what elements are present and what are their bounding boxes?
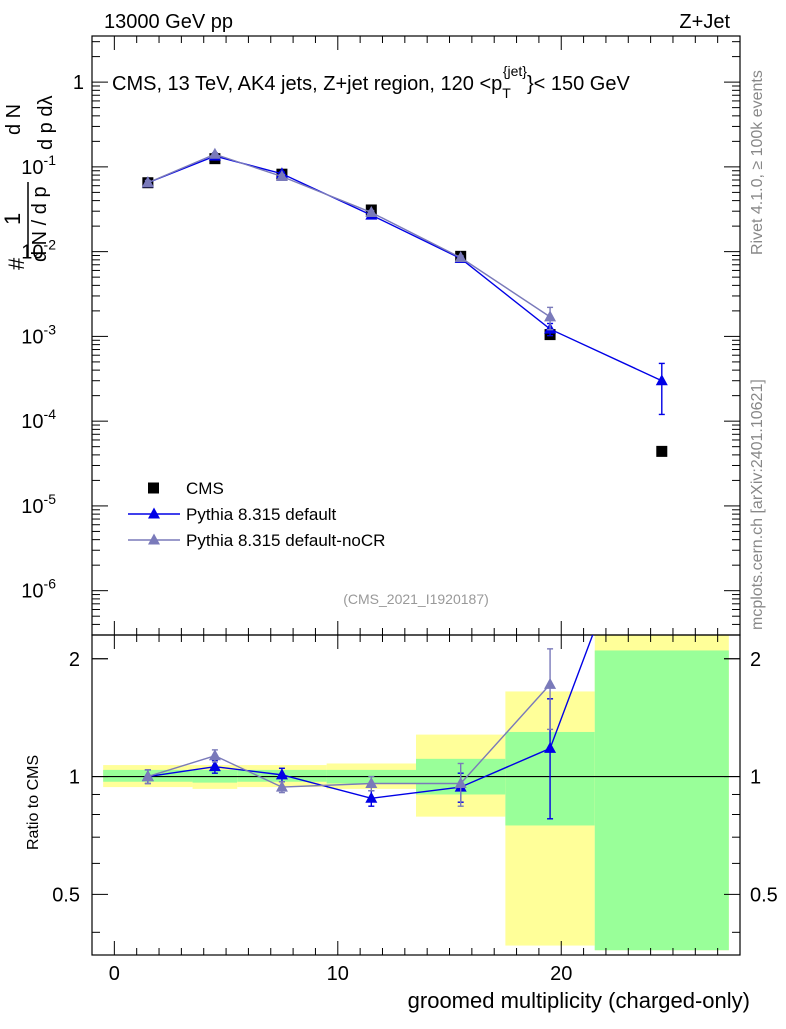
legend-label: CMS [186,479,224,498]
y-tick-label-ratio-right: 2 [750,649,761,671]
rivet-version-label: Rivet 4.1.0, ≥ 100k events [749,70,766,255]
y-tick-label-main: 10-5 [21,491,56,518]
y-tick-label-ratio-right: 0.5 [750,884,778,906]
band-inner [595,650,729,950]
series-line-main [148,154,550,317]
legend-marker-cms [148,483,159,494]
y-tick-label-main: 10-4 [21,406,56,433]
y-tick-label-ratio-left: 2 [69,649,80,671]
x-axis-label: groomed multiplicity (charged-only) [408,988,750,1013]
series-point-main [544,310,556,321]
title-before: CMS, 13 TeV, AK4 jets, Z+jet region, 120… [112,73,502,95]
x-tick-label: 10 [327,963,349,985]
legend-label: Pythia 8.315 default-noCR [186,531,385,550]
ylabel-dpt-dlambda: d p dλ [35,96,57,150]
y-tick-label-main: 10-1 [21,152,56,179]
series-point-ratio [544,678,556,689]
legend-marker [148,508,160,519]
legend: CMS Pythia 8.315 default Pythia 8.315 defa… [128,479,385,550]
ylabel-dN: d N [3,104,25,135]
main-series [142,148,668,457]
analysis-tag: (CMS_2021_I1920187) [343,591,489,607]
x-tick-label: 0 [109,963,120,985]
series-point-main [656,374,668,385]
chart-title: CMS, 13 TeV, AK4 jets, Z+jet region, 120… [112,63,630,101]
y-tick-label-main: 10-3 [21,321,56,348]
y-tick-label-main: 1 [73,72,84,94]
series-line-main [148,156,662,381]
series-point-ratio [209,749,221,760]
legend-marker [148,534,160,545]
x-tick-label: 20 [550,963,572,985]
title-after: }< 150 GeV [527,73,631,95]
y-tick-label-main: 10-6 [21,576,56,603]
header-left: 13000 GeV pp [104,11,233,33]
ylabel-one: 1 [0,213,25,225]
y-axis-label-ratio: Ratio to CMS [25,755,42,850]
y-tick-label-ratio-left: 1 [69,767,80,789]
y-tick-label-ratio-left: 0.5 [52,884,80,906]
title-sup: {jet} [503,63,527,79]
header-right: Z+Jet [679,11,730,33]
cms-point [656,446,667,457]
mcplots-label: mcplots.cern.ch [arXiv:2401.10621] [749,379,766,630]
legend-label: Pythia 8.315 default [186,505,337,524]
title-sub: T [502,85,511,101]
y-tick-label-ratio-right: 1 [750,767,761,789]
